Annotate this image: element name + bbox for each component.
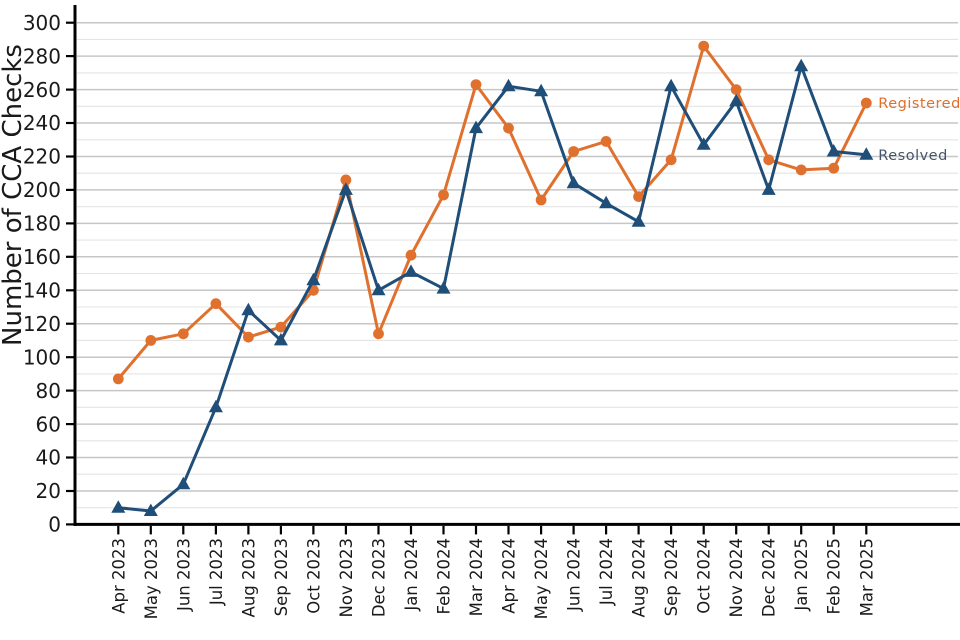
resolved-marker — [534, 83, 549, 97]
x-tick-label: Mar 2025 — [857, 538, 876, 616]
gridlines — [77, 21, 958, 509]
x-tick-label: Oct 2023 — [304, 538, 323, 614]
registered-marker — [340, 174, 352, 186]
resolved-marker — [501, 78, 516, 92]
x-axis-ticks: Apr 2023 May 2023 Jun 2023 Jul 2023 Aug 2023… — [109, 525, 876, 619]
resolved-marker — [696, 137, 711, 150]
resolved-marker — [599, 195, 614, 209]
resolved-marker — [566, 175, 581, 189]
resolved-marker — [826, 144, 841, 157]
registered-marker — [568, 146, 579, 157]
x-tick-label: Sep 2023 — [272, 538, 291, 616]
registered-marker — [243, 331, 254, 343]
registered-marker — [503, 122, 514, 134]
resolved-marker — [794, 58, 809, 72]
y-tick-label: 200 — [23, 178, 61, 202]
y-tick-label: 180 — [23, 212, 61, 236]
resolved-marker — [241, 302, 256, 316]
registered-marker — [633, 191, 644, 203]
y-tick-label: 260 — [23, 78, 61, 102]
x-tick-label: Dec 2024 — [760, 538, 779, 617]
resolved-series-label: Resolved — [878, 148, 948, 164]
resolved-marker — [664, 78, 679, 92]
y-tick-label: 40 — [36, 446, 61, 470]
registered-marker — [828, 162, 840, 174]
registered-series-label: Registered — [878, 96, 960, 112]
resolved-series: Resolved — [111, 58, 948, 516]
x-tick-label: Nov 2023 — [337, 538, 356, 617]
registered-marker — [145, 335, 157, 346]
registered-marker — [730, 84, 742, 95]
registered-marker — [698, 40, 710, 52]
y-tick-label: 0 — [48, 513, 61, 537]
resolved-marker — [306, 272, 321, 286]
y-axis-ticks: 0 20 40 60 80 100 120 140 160 180 200 220 240 260 280 3… — [23, 11, 74, 537]
resolved-marker — [111, 500, 126, 513]
resolved-marker — [436, 281, 451, 294]
resolved-marker — [729, 93, 744, 107]
x-tick-label: Jul 2024 — [597, 538, 616, 606]
x-tick-label: Nov 2024 — [727, 538, 746, 617]
x-tick-label: Apr 2024 — [499, 538, 518, 614]
registered-marker — [177, 328, 189, 340]
registered-marker — [600, 136, 612, 147]
resolved-line — [116, 64, 868, 513]
registered-marker — [860, 97, 872, 109]
y-axis-title: Number of CCA Checks — [0, 44, 28, 346]
registered-marker — [763, 154, 775, 166]
y-tick-label: 240 — [23, 111, 61, 135]
x-tick-label: Jan 2025 — [792, 538, 811, 612]
resolved-marker — [469, 120, 483, 134]
x-tick-label: Feb 2025 — [825, 538, 844, 614]
resolved-marker — [761, 182, 776, 195]
x-tick-label: Aug 2024 — [630, 538, 649, 617]
resolved-marker — [404, 264, 418, 277]
x-tick-label: Mar 2024 — [467, 538, 486, 616]
resolved-marker — [176, 476, 191, 490]
x-tick-label: Feb 2024 — [434, 538, 453, 614]
y-tick-label: 80 — [36, 379, 61, 403]
x-tick-label: Jan 2024 — [402, 538, 421, 612]
x-tick-label: Aug 2023 — [239, 538, 258, 617]
registered-marker — [470, 79, 482, 90]
y-tick-label: 220 — [23, 145, 61, 169]
x-tick-label: May 2024 — [532, 538, 551, 619]
registered-marker — [112, 373, 124, 385]
x-tick-label: Dec 2023 — [369, 538, 388, 617]
y-tick-label: 300 — [23, 11, 61, 35]
resolved-marker — [371, 282, 386, 296]
x-tick-label: Jun 2024 — [565, 538, 584, 612]
registered-marker — [438, 189, 449, 201]
x-tick-label: Sep 2024 — [662, 538, 681, 616]
x-tick-label: May 2023 — [142, 538, 161, 619]
y-tick-label: 100 — [23, 345, 61, 369]
resolved-marker — [273, 332, 288, 346]
y-tick-label: 140 — [23, 279, 61, 303]
registered-marker — [275, 321, 287, 333]
registered-line — [116, 44, 868, 381]
y-tick-label: 280 — [23, 44, 61, 68]
registered-marker — [373, 328, 384, 340]
registered-marker — [795, 164, 807, 176]
y-tick-label: 60 — [36, 412, 61, 436]
registered-marker — [535, 194, 547, 206]
registered-marker — [665, 154, 677, 166]
y-tick-label: 20 — [36, 479, 61, 503]
resolved-marker — [208, 399, 223, 413]
y-tick-label: 160 — [23, 245, 61, 269]
registered-marker — [210, 298, 222, 310]
x-tick-label: Apr 2023 — [109, 538, 128, 614]
x-tick-label: Oct 2024 — [695, 538, 714, 614]
resolved-marker — [338, 182, 353, 195]
resolved-marker — [631, 214, 646, 227]
x-tick-label: Jul 2023 — [207, 538, 226, 606]
y-tick-label: 120 — [23, 312, 61, 336]
x-tick-label: Jun 2023 — [174, 538, 193, 612]
registered-marker — [405, 249, 417, 261]
resolved-marker — [859, 147, 874, 160]
resolved-marker — [143, 503, 158, 516]
